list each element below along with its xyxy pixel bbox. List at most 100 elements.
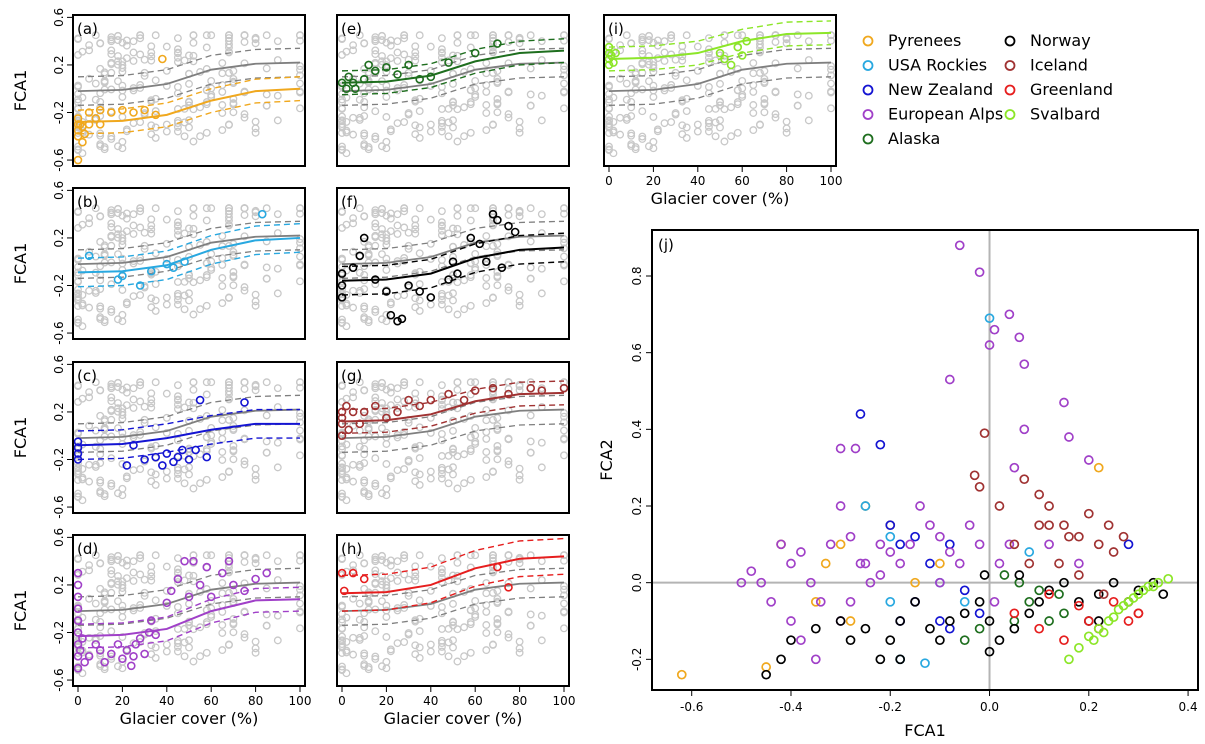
background-point [173, 392, 182, 401]
data-point [382, 287, 391, 296]
background-point [466, 216, 475, 225]
background-point [91, 204, 100, 213]
background-point [338, 445, 346, 454]
legend-item-pyrenees: Pyrenees [862, 31, 961, 50]
background-point [296, 435, 304, 444]
background-point [355, 615, 364, 624]
background-point [296, 551, 304, 560]
background-point [240, 211, 249, 219]
background-point [136, 381, 145, 390]
data-point [184, 592, 194, 602]
data-point [162, 259, 172, 269]
background-point [240, 460, 249, 469]
background-point [151, 480, 160, 489]
legend-label: Pyrenees [888, 31, 961, 50]
background-point [189, 51, 198, 60]
series-new-zealand [855, 409, 1134, 634]
background-point [296, 383, 304, 392]
background-point [631, 145, 640, 154]
data-point [1024, 608, 1035, 619]
background-point [393, 466, 402, 475]
legend-label: Alaska [888, 129, 940, 148]
background-point [560, 412, 568, 421]
background-point [371, 305, 380, 314]
background-point [371, 210, 380, 219]
legend-marker [1004, 109, 1016, 120]
data-point [1064, 432, 1074, 442]
background-point [371, 627, 380, 636]
background-point [229, 247, 238, 256]
background-point [560, 608, 568, 617]
background-point [638, 33, 647, 42]
background-point [449, 271, 457, 280]
background-point [349, 214, 358, 223]
background-point [296, 261, 304, 270]
background-point [360, 450, 369, 459]
data-point [370, 275, 380, 284]
y-tick-label: 0.6 [52, 355, 66, 374]
background-point [449, 252, 457, 261]
background-point [229, 281, 238, 290]
background-point [173, 278, 182, 286]
data-point [95, 105, 105, 115]
y-tick-label: 0.6 [52, 528, 66, 547]
legend-label: Iceland [1030, 56, 1088, 75]
background-point [393, 56, 402, 65]
background-point [437, 218, 446, 227]
background-point [225, 207, 233, 215]
background-point [489, 640, 497, 649]
background-point [118, 310, 127, 319]
data-point [169, 263, 178, 272]
background-point [189, 310, 198, 319]
background-point [378, 597, 386, 606]
background-point [537, 557, 546, 566]
background-point [560, 252, 568, 261]
data-point [95, 646, 105, 655]
background-point [386, 298, 395, 307]
background-point [460, 305, 469, 314]
background-point [426, 120, 435, 129]
background-point [162, 66, 171, 75]
background-point [827, 71, 835, 80]
reference-fit-lower-band [341, 423, 565, 454]
background-point [173, 602, 182, 611]
background-point [100, 588, 109, 597]
background-point [466, 606, 475, 615]
data-point [1009, 462, 1020, 473]
legend-item-alaska: Alaska [862, 129, 940, 148]
x-axis-label: Glacier cover (%) [384, 709, 523, 728]
background-point [489, 207, 497, 215]
background-point [118, 460, 127, 468]
background-point [360, 476, 369, 485]
legend-label: Greenland [1030, 80, 1113, 99]
background-point [437, 381, 446, 390]
background-point [78, 637, 87, 646]
background-point [118, 633, 127, 641]
background-point [360, 302, 369, 311]
background-point [671, 71, 680, 80]
background-point [122, 556, 131, 565]
background-point [185, 224, 193, 233]
background-point [147, 52, 156, 61]
background-point [202, 238, 211, 246]
data-point [1054, 589, 1064, 600]
background-point [360, 112, 369, 120]
background-point [240, 558, 249, 566]
background-point [386, 645, 395, 654]
background-point [173, 82, 182, 91]
background-point [371, 655, 380, 663]
background-point [627, 112, 636, 120]
background-point [393, 229, 402, 238]
background-point [482, 274, 491, 282]
background-point [449, 289, 457, 298]
x-tick-label: 0.2 [1079, 700, 1098, 714]
data-point [959, 596, 970, 607]
background-point [185, 289, 193, 298]
background-point [727, 103, 736, 112]
background-point [526, 90, 535, 99]
background-point [136, 118, 145, 127]
data-point [1034, 585, 1045, 596]
background-point [355, 462, 364, 471]
background-point [122, 388, 131, 397]
